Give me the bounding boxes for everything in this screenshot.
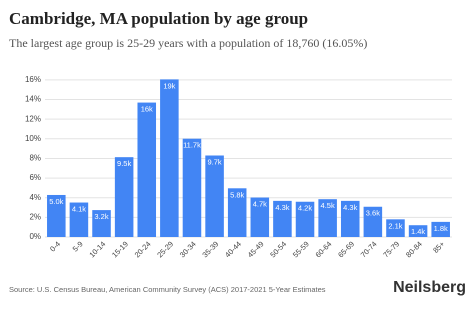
bar xyxy=(69,202,89,237)
x-tick-label: 65-69 xyxy=(336,239,356,259)
y-tick-label: 16% xyxy=(25,75,41,84)
x-tick-label: 35-39 xyxy=(200,239,220,259)
x-tick-label: 60-64 xyxy=(314,239,334,259)
x-tick-label: 80-84 xyxy=(404,239,424,259)
bar xyxy=(47,194,66,237)
bar-label: 5.8k xyxy=(230,190,244,199)
x-tick-label: 40-44 xyxy=(223,239,243,259)
bar xyxy=(295,201,315,237)
y-tick-label: 10% xyxy=(25,134,41,143)
bar-label: 9.7k xyxy=(207,157,221,166)
bar-label: 1.8k xyxy=(434,224,448,233)
source-note: Source: U.S. Census Bureau, American Com… xyxy=(9,285,326,294)
bar xyxy=(386,219,405,237)
x-tick-label: 85+ xyxy=(431,239,447,255)
x-tick-label: 20-24 xyxy=(133,239,153,259)
chart-subtitle: The largest age group is 25-29 years wit… xyxy=(9,36,367,50)
x-tick-label: 10-14 xyxy=(87,239,107,259)
x-tick-label: 30-34 xyxy=(178,239,198,259)
bar xyxy=(182,138,202,237)
bar-label: 3.6k xyxy=(366,209,380,218)
bar-label: 16k xyxy=(141,105,153,114)
bar xyxy=(363,206,383,237)
bar-label: 5.0k xyxy=(49,197,63,206)
bar xyxy=(431,221,450,237)
bar xyxy=(318,199,337,237)
bar-label: 3.2k xyxy=(94,212,108,221)
bar xyxy=(227,188,247,237)
bar xyxy=(160,79,179,237)
bar-label: 4.3k xyxy=(275,203,289,212)
x-tick-label: 15-19 xyxy=(110,239,130,259)
bar xyxy=(250,197,270,237)
bar-label: 19k xyxy=(163,81,175,90)
bar xyxy=(408,225,428,237)
brand-logo: Neilsberg xyxy=(393,279,466,296)
bar-label: 4.3k xyxy=(343,203,357,212)
y-tick-label: 8% xyxy=(29,154,41,163)
bar-label: 11.7k xyxy=(183,141,201,150)
bar xyxy=(340,200,360,237)
bar xyxy=(92,210,111,237)
x-tick-label: 5-9 xyxy=(71,239,85,253)
x-tick-label: 75-79 xyxy=(381,239,401,259)
chart-title: Cambridge, MA population by age group xyxy=(9,9,308,28)
y-tick-label: 2% xyxy=(29,212,41,221)
y-tick-label: 12% xyxy=(25,114,41,123)
y-tick-label: 0% xyxy=(29,232,41,241)
bar-label: 2.1k xyxy=(388,221,402,230)
x-tick-label: 55-59 xyxy=(291,239,311,259)
bar-label: 4.1k xyxy=(72,205,86,214)
x-tick-label: 0-4 xyxy=(48,239,62,253)
bar xyxy=(205,155,224,237)
bar-label: 9.5k xyxy=(117,159,131,168)
y-tick-label: 14% xyxy=(25,95,41,104)
bar-label: 1.4k xyxy=(411,227,425,236)
bar-label: 4.2k xyxy=(298,204,312,213)
bar xyxy=(273,200,292,237)
y-tick-label: 6% xyxy=(29,173,41,182)
bar-label: 4.5k xyxy=(321,201,335,210)
x-tick-label: 70-74 xyxy=(359,239,379,259)
bar xyxy=(137,102,157,237)
bar xyxy=(114,157,134,237)
bar-label: 4.7k xyxy=(253,200,267,209)
x-tick-label: 45-49 xyxy=(246,239,266,259)
x-tick-label: 25-29 xyxy=(155,239,175,259)
y-tick-label: 4% xyxy=(29,193,41,202)
x-tick-label: 50-54 xyxy=(268,239,288,259)
